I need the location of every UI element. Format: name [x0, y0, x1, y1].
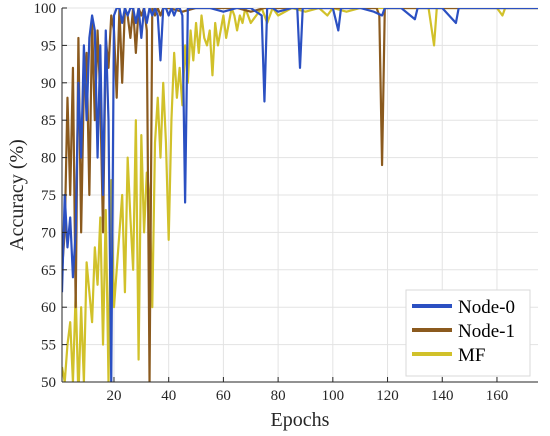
y-tick-label: 100: [34, 1, 57, 17]
series-layer: [62, 8, 538, 382]
x-axis-title: Epochs: [271, 409, 330, 431]
y-tick-label: 95: [41, 38, 56, 54]
series-line-node-0: [62, 8, 538, 382]
x-tick-label: 160: [486, 388, 509, 404]
y-tick-label: 70: [41, 225, 56, 241]
legend-label-node-1: Node-1: [458, 321, 515, 342]
x-tick-label: 80: [271, 388, 286, 404]
y-tick-label: 60: [41, 300, 56, 316]
y-axis-title: Accuracy (%): [6, 139, 28, 251]
x-tick-label: 40: [161, 388, 176, 404]
x-tick-label: 120: [376, 388, 399, 404]
x-tick-label: 100: [322, 388, 345, 404]
legend-label-node-0: Node-0: [458, 297, 515, 318]
y-tick-label: 75: [41, 188, 56, 204]
y-tick-label: 90: [41, 76, 56, 92]
y-tick-label: 50: [41, 375, 56, 391]
y-tick-label: 80: [41, 151, 56, 167]
y-tick-label: 55: [41, 338, 56, 354]
x-tick-label: 60: [216, 388, 231, 404]
axes: [61, 7, 538, 383]
y-tick-label: 85: [41, 113, 56, 129]
x-tick-label: 140: [431, 388, 454, 404]
tick-labels: 20 40 60 80 100 120 140 160 50 55 60 65 70 75 80 85 90 95…: [34, 1, 509, 404]
y-tick-label: 65: [41, 263, 56, 279]
legend: Node-0 Node-1 MF: [405, 289, 531, 377]
x-tick-label: 20: [106, 388, 121, 404]
legend-label-mf: MF: [458, 345, 485, 366]
